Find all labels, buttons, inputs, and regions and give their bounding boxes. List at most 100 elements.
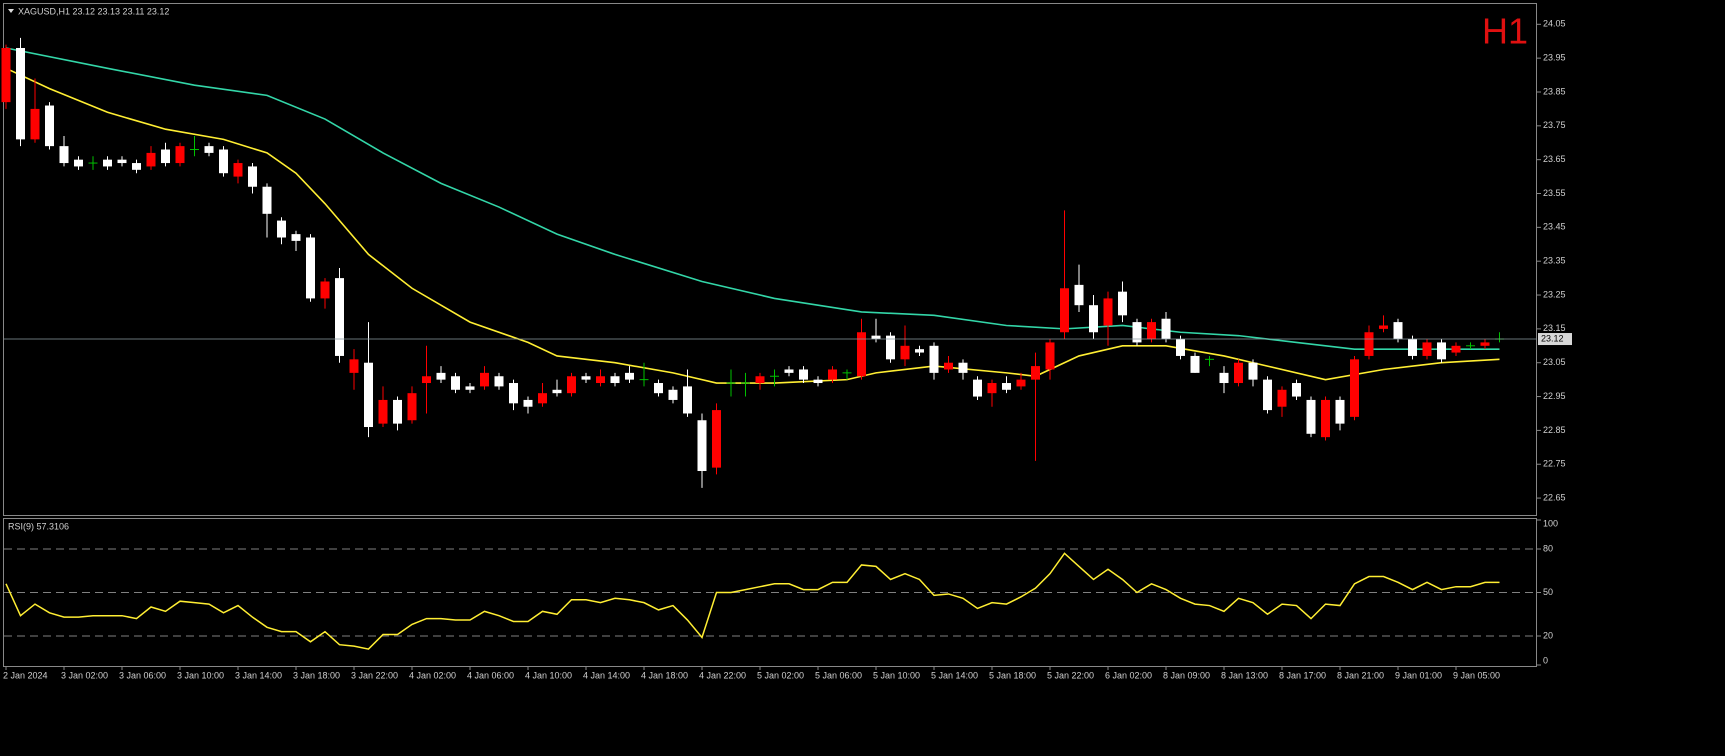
candle-body xyxy=(871,335,881,340)
candle-body xyxy=(59,146,69,164)
candle-body xyxy=(1335,399,1345,424)
candle-body xyxy=(1074,284,1084,306)
candle-body xyxy=(1306,399,1316,434)
candle-body xyxy=(291,234,301,241)
candle-body xyxy=(697,420,707,472)
y-tick-label: 20 xyxy=(1543,630,1553,640)
candle-body xyxy=(494,376,504,387)
candle-body xyxy=(509,383,518,404)
candle-body xyxy=(973,379,982,397)
candle-body xyxy=(987,383,997,394)
candle-body xyxy=(1393,322,1403,340)
x-tick-label: 4 Jan 18:00 xyxy=(641,670,688,680)
candle-body xyxy=(422,376,431,384)
rsi-line xyxy=(5,552,1500,650)
candle-body xyxy=(1147,322,1156,340)
y-tick-label: 23.25 xyxy=(1543,289,1566,299)
candle-body xyxy=(1379,325,1388,329)
y-tick-label: 23.75 xyxy=(1543,120,1566,130)
candle-body xyxy=(668,389,678,400)
y-tick-label: 23.35 xyxy=(1543,256,1566,266)
x-tick-label: 5 Jan 14:00 xyxy=(931,670,978,680)
candle-body xyxy=(610,376,620,384)
timeframe-label: H1 xyxy=(1482,11,1528,52)
x-tick-label: 8 Jan 09:00 xyxy=(1163,670,1210,680)
symbol-header: XAGUSD,H1 23.12 23.13 23.11 23.12 xyxy=(18,6,169,16)
x-tick-label: 4 Jan 14:00 xyxy=(583,670,630,680)
candle-body xyxy=(1480,342,1490,346)
candle-body xyxy=(262,186,272,214)
candle-body xyxy=(886,335,895,360)
candle-body xyxy=(1176,339,1185,356)
candle-body xyxy=(712,410,721,468)
x-tick-label: 3 Jan 22:00 xyxy=(351,670,398,680)
x-tick-label: 4 Jan 22:00 xyxy=(699,670,746,680)
candle-body xyxy=(1190,355,1200,373)
x-tick-label: 3 Jan 06:00 xyxy=(119,670,166,680)
candle-body xyxy=(364,362,373,428)
candle-body xyxy=(306,237,315,299)
candle-body xyxy=(654,383,663,394)
y-tick-label: 23.65 xyxy=(1543,154,1566,164)
y-tick-label: 80 xyxy=(1543,543,1553,553)
candle-body xyxy=(117,159,127,164)
candle-body xyxy=(755,376,765,384)
x-tick-label: 3 Jan 18:00 xyxy=(293,670,340,680)
x-tick-label: 6 Jan 02:00 xyxy=(1105,670,1152,680)
candle-body xyxy=(277,220,286,238)
x-tick-label: 8 Jan 13:00 xyxy=(1221,670,1268,680)
y-tick-label: 23.45 xyxy=(1543,222,1566,232)
candle-body xyxy=(161,149,170,164)
x-tick-label: 3 Jan 02:00 xyxy=(61,670,108,680)
menu-arrow[interactable] xyxy=(8,9,14,13)
x-tick-label: 9 Jan 01:00 xyxy=(1395,670,1442,680)
y-tick-label: 23.05 xyxy=(1543,357,1566,367)
candle-body xyxy=(335,278,344,356)
moving-average xyxy=(5,47,1500,350)
candle-body xyxy=(1002,383,1011,390)
candle-body xyxy=(451,376,460,390)
rsi-header: RSI(9) 57.3106 xyxy=(8,521,69,531)
candle-body xyxy=(1132,322,1142,343)
candle-body xyxy=(1364,332,1374,356)
y-tick-label: 23.85 xyxy=(1543,86,1566,96)
candle-body xyxy=(1161,318,1171,340)
candle-body xyxy=(436,372,446,380)
x-tick-label: 2 Jan 2024 xyxy=(3,670,48,680)
x-tick-label: 5 Jan 02:00 xyxy=(757,670,804,680)
candle-body xyxy=(175,146,185,164)
candle-body xyxy=(581,376,591,380)
candle-body xyxy=(857,332,866,377)
candle-body xyxy=(567,376,576,394)
candle-body xyxy=(1350,359,1359,417)
candle-body xyxy=(1103,298,1113,326)
y-tick-label: 22.75 xyxy=(1543,459,1566,469)
candle-body xyxy=(480,372,489,387)
candle-body xyxy=(320,281,330,299)
candle-body xyxy=(625,372,634,380)
candle-body xyxy=(1292,383,1301,397)
candle-body xyxy=(103,159,112,167)
x-tick-label: 3 Jan 10:00 xyxy=(177,670,224,680)
candle-body xyxy=(1277,389,1287,407)
x-tick-label: 9 Jan 05:00 xyxy=(1453,670,1500,680)
x-tick-label: 5 Jan 10:00 xyxy=(873,670,920,680)
candle-body xyxy=(538,393,547,404)
candle-body xyxy=(219,149,228,174)
candle-body xyxy=(1060,288,1069,333)
candle-body xyxy=(784,369,794,373)
y-tick-label: 23.95 xyxy=(1543,53,1566,63)
candle-body xyxy=(146,152,156,167)
moving-average xyxy=(5,67,1500,384)
candle-body xyxy=(1234,362,1243,384)
candle-body xyxy=(1031,366,1040,380)
candle-body xyxy=(1219,372,1229,384)
x-tick-label: 3 Jan 14:00 xyxy=(235,670,282,680)
y-tick-label: 23.55 xyxy=(1543,188,1566,198)
y-tick-label: 24.05 xyxy=(1543,19,1566,29)
candle-body xyxy=(915,349,924,353)
candle-body xyxy=(16,47,25,140)
rsi-panel-frame xyxy=(3,518,1537,667)
